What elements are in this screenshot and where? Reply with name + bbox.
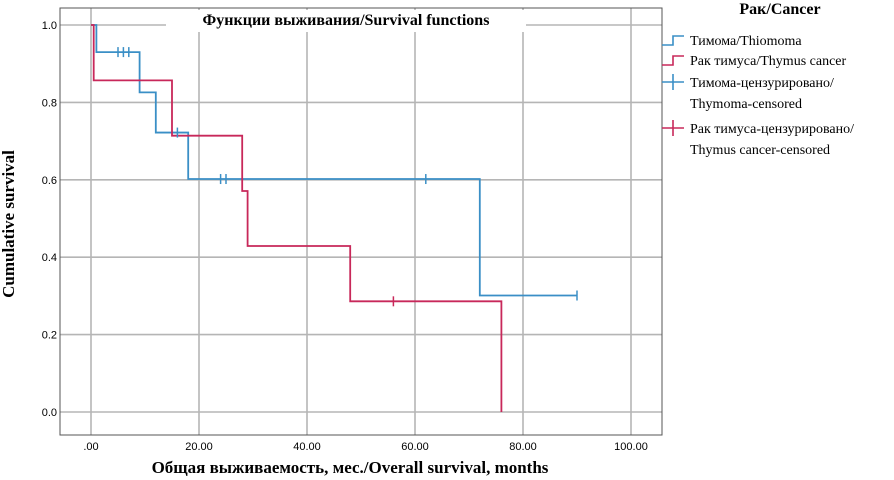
x-tick-label: 40.00 (293, 441, 321, 453)
legend-entry-2: Рак тимуса/Thymus cancer (662, 54, 847, 69)
legend-entries: Тимома/Thiomoma Рак тимуса/Thymus cancer Т… (662, 34, 854, 158)
legend-label: Тимома-цензурировано/ (690, 76, 834, 91)
x-tick-label: 60.00 (401, 441, 429, 453)
y-axis-title: Cumulative survival (0, 150, 18, 298)
y-tick-label: 0.0 (42, 407, 57, 419)
legend-label: Тимома/Thiomoma (690, 34, 802, 49)
series-layer (91, 24, 577, 412)
legend-entry-3: Тимома-цензурировано/Thymoma-censored (662, 74, 834, 112)
series-line-2 (91, 24, 503, 412)
legend-label: Thymus cancer-censored (690, 143, 830, 158)
x-tick-label: 100.00 (614, 441, 648, 453)
x-tick-label: 20.00 (185, 441, 213, 453)
title-background (166, 10, 526, 32)
x-tick-label: 80.00 (509, 441, 537, 453)
y-tick-label: 0.8 (42, 97, 57, 109)
y-tick-label: 0.4 (42, 252, 57, 264)
censor-layer (117, 47, 578, 307)
plot-frame (59, 7, 663, 436)
y-tick-label: 0.6 (42, 175, 57, 187)
legend-title: Рак/Cancer (739, 1, 820, 18)
grid (60, 8, 662, 435)
legend-entry-4: Рак тимуса-цензурировано/Thymus cancer-c… (662, 120, 854, 158)
legend-line-swatch (662, 55, 684, 66)
y-tick-label: 1.0 (42, 20, 57, 32)
y-tick-label: 0.2 (42, 330, 57, 342)
legend: Рак/Cancer Тимома/Thiomoma Рак тимуса/Thy… (662, 1, 854, 158)
legend-label: Рак тимуса-цензурировано/ (690, 122, 854, 137)
legend-label: Thymoma-censored (690, 97, 802, 112)
legend-label: Рак тимуса/Thymus cancer (690, 54, 847, 69)
legend-line-swatch (662, 35, 684, 46)
legend-entry-1: Тимома/Thiomoma (662, 34, 802, 49)
axis-ticks: .00 20.00 40.00 60.00 80.00 100.00 0.0 0.2 0.4 0.… (42, 20, 648, 453)
x-axis-title: Общая выживаемость, мес./Overall surviva… (152, 458, 549, 477)
chart-title: Функции выживания/Survival functions (203, 12, 490, 29)
series-line-1 (91, 24, 577, 297)
x-tick-label: .00 (83, 441, 98, 453)
